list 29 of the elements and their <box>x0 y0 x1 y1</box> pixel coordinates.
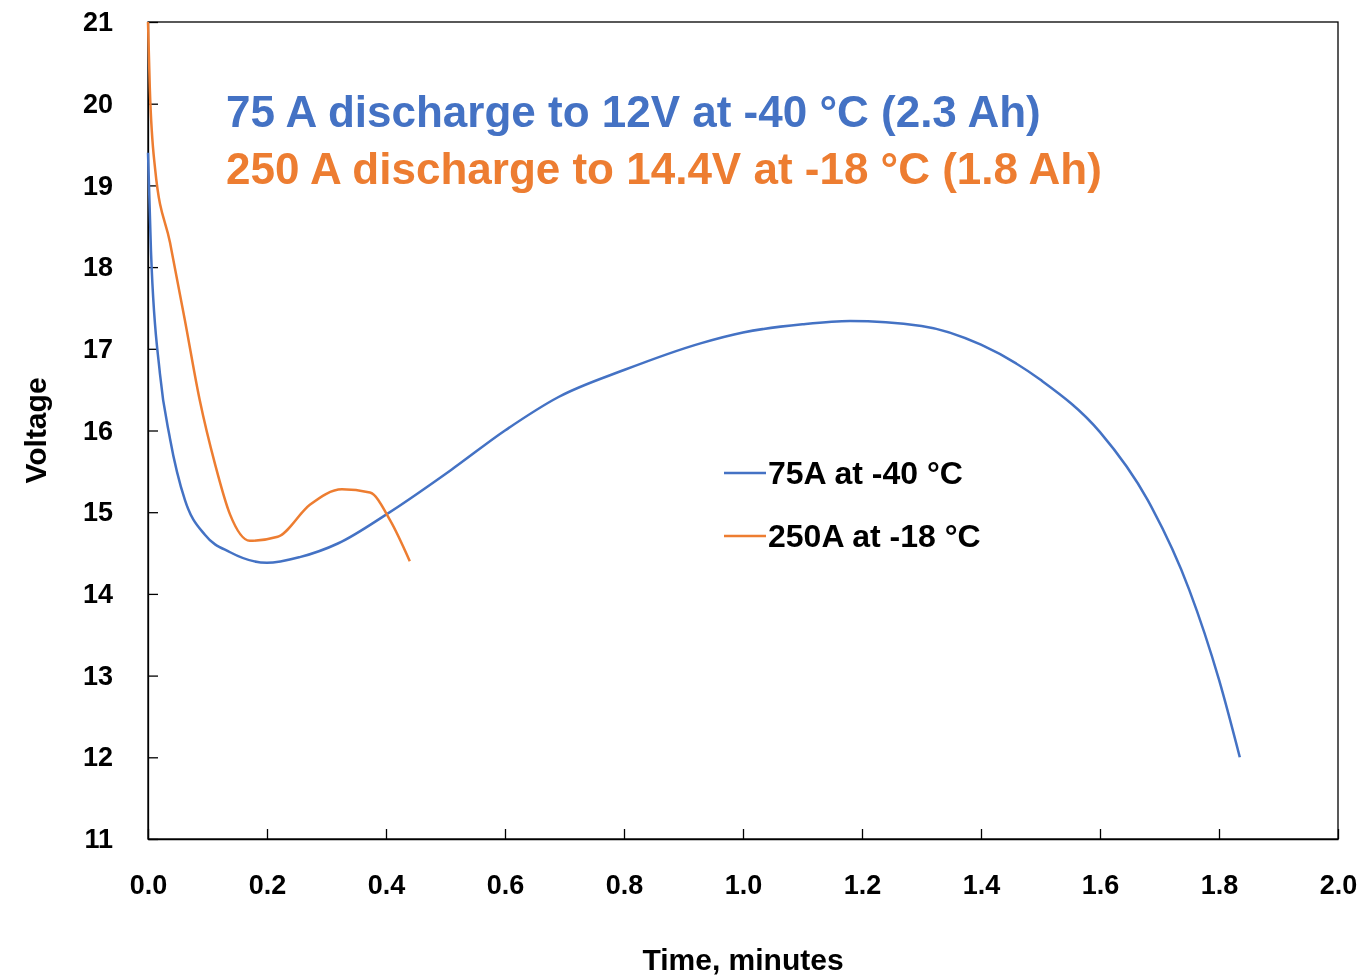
x-tick-label: 1.2 <box>843 870 882 901</box>
y-tick-label: 17 <box>82 333 113 364</box>
annotation: 250 A discharge to 14.4V at -18 °C (1.8 Ah) <box>226 144 1102 193</box>
x-tick-label: 0.6 <box>486 870 525 901</box>
y-tick-label: 14 <box>82 579 113 610</box>
x-tick-label: 1.0 <box>724 870 763 901</box>
y-tick-label: 12 <box>82 742 113 773</box>
annotation: 75 A discharge to 12V at -40 °C (2.3 Ah) <box>226 87 1041 136</box>
y-tick-label: 13 <box>82 660 113 691</box>
x-tick-label: 0.0 <box>129 870 168 901</box>
y-tick-label: 20 <box>82 88 113 119</box>
y-tick-label: 16 <box>82 415 113 446</box>
x-tick-label: 1.6 <box>1081 870 1120 901</box>
y-tick-label: 19 <box>82 170 113 201</box>
y-tick-label: 11 <box>84 824 113 855</box>
y-tick-label: 21 <box>82 7 113 38</box>
x-tick-label: 1.4 <box>962 870 1001 901</box>
y-tick-label: 18 <box>82 252 113 283</box>
y-tick-label: 15 <box>82 497 113 528</box>
y-axis-title: Voltage <box>19 377 52 484</box>
legend-label: 75A at -40 °C <box>768 455 963 491</box>
x-tick-label: 0.4 <box>367 870 406 901</box>
line-series <box>146 151 1242 759</box>
x-axis-title: Time, minutes <box>642 943 844 976</box>
legend-label: 250A at -18 °C <box>768 518 981 554</box>
x-tick-label: 1.8 <box>1200 870 1239 901</box>
x-tick-label: 2.0 <box>1319 870 1358 901</box>
x-tick-label: 0.2 <box>248 870 287 901</box>
x-tick-label: 0.8 <box>605 870 644 901</box>
